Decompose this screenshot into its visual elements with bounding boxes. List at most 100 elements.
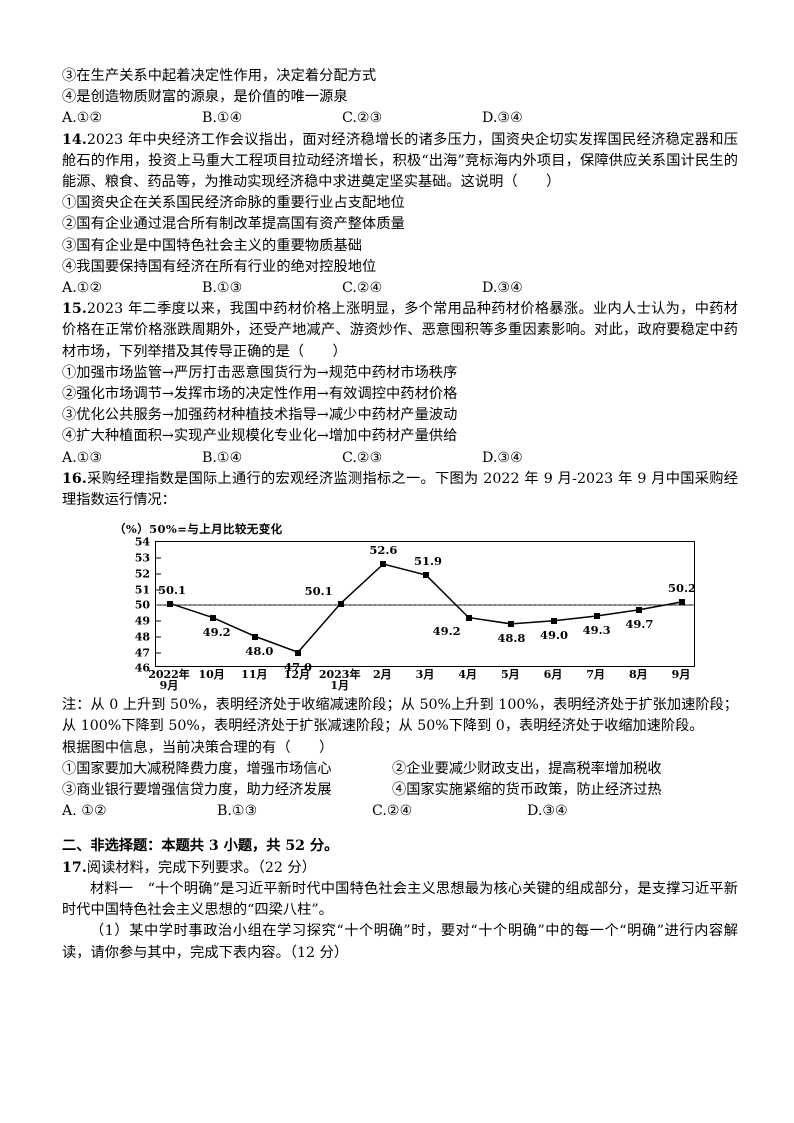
q15-item-2: ②强化市场调节→发挥市场的决定性作用→有效调控中药材价格 — [62, 386, 458, 403]
data-point-marker — [295, 649, 301, 656]
reference-line-50-dashed — [156, 604, 694, 606]
q13-choice-c[interactable]: C.②③ — [342, 110, 383, 127]
data-point-label: 51.9 — [413, 554, 443, 569]
q13-choice-a[interactable]: A.①② — [62, 110, 103, 127]
q14-item-1: ①国资央企在关系国民经济命脉的重要行业占支配地位 — [62, 195, 405, 212]
q13-option-3: ③在生产关系中起着决定性作用，决定着分配方式 — [62, 68, 377, 84]
y-tick-mark-49 — [156, 620, 161, 622]
data-point-label: 49.3 — [582, 623, 611, 638]
q15-stem: 15.2023 年二季度以来，我国中药材价格上涨明显，多个常用品种药材价格暴涨。… — [62, 299, 738, 363]
q16-item-4: ④国家实施紧缩的货币政策，防止经济过热 — [392, 782, 662, 799]
data-point-marker — [679, 599, 685, 606]
q13-choice-b[interactable]: B.①④ — [202, 110, 243, 127]
q16-items-row-1: ①国家要加大减税降费力度，增强市场信心 ②企业要减少财政支出，提高税率增加税收 — [62, 759, 738, 780]
q16-items-row-2: ③商业银行要增强信贷力度，助力经济发展 ④国家实施紧缩的货币政策，防止经济过热 — [62, 780, 738, 801]
q14-number: 14. — [62, 131, 87, 148]
q14-choices: A.①② B.①③ C.②④ D.③④ — [62, 278, 622, 299]
data-point-marker — [337, 600, 344, 607]
q15-stem-text: 2023 年二季度以来，我国中药材价格上涨明显，多个常用品种药材价格暴涨。业内人… — [62, 301, 738, 360]
x-axis-label: 11月 — [241, 668, 268, 682]
q15-item-4: ④扩大种植面积→实现产业规模化专业化→增加中药材产量供给 — [62, 428, 458, 445]
q16-choice-d[interactable]: D.③④ — [527, 803, 568, 820]
q15-choices: A.①③ B.①④ C.②③ D.③④ — [62, 448, 622, 469]
q15-choice-d[interactable]: D.③④ — [482, 449, 523, 466]
x-axis-label: 6月 — [543, 668, 563, 682]
q15-choice-c[interactable]: C.②③ — [342, 449, 383, 466]
data-point-label: 49.2 — [202, 624, 231, 639]
x-axis-label: 5月 — [501, 668, 520, 682]
q15-choice-b[interactable]: B.①④ — [202, 449, 243, 466]
y-tick-label-47: 47 — [134, 646, 150, 660]
q17-material-1: 材料一 “十个明确”是习近平新时代中国特色社会主义思想最为核心关键的组成部分，是… — [62, 880, 738, 919]
y-tick-label-48: 48 — [134, 630, 150, 644]
q14-choice-b[interactable]: B.①③ — [202, 280, 243, 297]
data-point-label: 52.6 — [369, 543, 398, 558]
data-point-label: 50.1 — [157, 582, 187, 597]
x-axis-label: 9月 — [671, 668, 691, 682]
data-point-marker — [167, 600, 173, 607]
y-tick-label-50: 50 — [134, 598, 150, 612]
q15-item-3: ③优化公共服务→加强药材种植技术指导→减少中药材产量波动 — [62, 407, 458, 424]
page-content: ③在生产关系中起着决定性作用，决定着分配方式 ④是创造物质财富的源泉，是价值的唯… — [62, 66, 738, 964]
data-point-label: 48.0 — [245, 643, 274, 658]
y-tick-label-53: 53 — [134, 551, 150, 565]
pmi-line-chart: （%）50%=与上月比较无变化 46 47 48 49 50 51 52 53 54 50.1 49… — [110, 521, 710, 691]
data-point-marker — [593, 613, 600, 620]
x-axis-label: 7月 — [586, 668, 605, 682]
data-point-marker — [209, 614, 216, 621]
y-tick-mark-48 — [156, 636, 161, 638]
data-point-marker — [380, 561, 387, 568]
q14-choice-a[interactable]: A.①② — [62, 280, 103, 297]
q15-choice-a[interactable]: A.①③ — [62, 449, 103, 466]
y-tick-label-51: 51 — [134, 583, 150, 597]
x-axis-label-second-line: 9月 — [159, 679, 179, 693]
y-tick-label-52: 52 — [134, 567, 150, 581]
q16-item-1: ①国家要加大减税降费力度，增强市场信心 — [62, 760, 332, 777]
y-tick-mark-51 — [156, 589, 161, 591]
q16-note: 注：从 0 上升到 50%，表明经济处于收缩减速阶段；从 50%上升到 100%… — [62, 697, 738, 735]
y-tick-label-46: 46 — [134, 661, 150, 675]
q17-title-line: 17.阅读材料，完成下列要求。（22 分） — [62, 858, 738, 879]
x-axis-label: 4月 — [458, 668, 477, 682]
y-tick-label-49: 49 — [134, 614, 150, 628]
q16-item-2: ②企业要减少财政支出，提高税率增加税收 — [392, 760, 662, 777]
q14-item-4: ④我国要保持国有经济在所有行业的绝对控股地位 — [62, 258, 377, 275]
x-axis-label: 2月 — [373, 668, 392, 682]
data-point-marker — [508, 621, 515, 628]
x-axis-label: 2022年 9月 — [148, 668, 190, 693]
q17-number: 17. — [62, 859, 87, 876]
q15-item-1: ①加强市场监管→严厉打击恶意囤货行为→规范中药材市场秩序 — [62, 364, 458, 381]
x-axis-label-second-line: 1月 — [330, 679, 349, 693]
q17-sub-question-1: （1）某中学时事政治小组在学习探究“十个明确”时，要对“十个明确”中的每一个“明… — [62, 923, 738, 961]
q14-item-2: ②国有企业通过混合所有制改革提高国有资产整体质量 — [62, 216, 405, 233]
data-point-marker — [423, 572, 429, 579]
q13-option-4: ④是创造物质财富的源泉，是价值的唯一源泉 — [62, 89, 348, 106]
data-point-label: 50.1 — [304, 583, 333, 598]
q13-choice-d[interactable]: D.③④ — [482, 110, 523, 127]
data-point-label: 50.2 — [667, 581, 697, 596]
q14-choice-d[interactable]: D.③④ — [482, 280, 523, 297]
q16-choice-a[interactable]: A. ①② — [62, 803, 107, 820]
data-point-marker — [551, 618, 557, 625]
x-axis-label: 2023年 1月 — [318, 668, 361, 693]
q16-number: 16. — [62, 470, 87, 487]
x-axis-label: 10月 — [198, 668, 225, 682]
q16-choice-c[interactable]: C.②④ — [372, 803, 413, 820]
q14-stem-text: 2023 年中央经济工作会议指出，面对经济稳增长的诸多压力，国资央企切实发挥国民… — [62, 131, 738, 191]
q16-stem: 16.采购经理指数是国际上通行的宏观经济监测指标之一。下图为 2022 年 9 … — [62, 469, 738, 511]
q17-title: 阅读材料，完成下列要求。（22 分） — [86, 859, 317, 876]
x-axis-label: 3月 — [415, 668, 435, 682]
y-tick-label-54: 54 — [134, 535, 150, 549]
data-point-label: 49.2 — [432, 623, 461, 638]
x-axis-label: 8月 — [629, 668, 648, 682]
section-2-heading: 二、非选择题：本题共 3 小题，共 52 分。 — [62, 838, 339, 855]
data-point-label: 49.7 — [625, 616, 654, 631]
data-point-label: 49.0 — [539, 628, 569, 643]
q14-choice-c[interactable]: C.②④ — [342, 280, 383, 297]
q16-choice-b[interactable]: B.①③ — [217, 803, 258, 820]
x-axis-label: 12月 — [283, 668, 311, 682]
q13-choices: A.①② B.①④ C.②③ D.③④ — [62, 108, 622, 129]
data-point-marker — [252, 633, 259, 640]
q16-choices: A. ①② B.①③ C.②④ D.③④ — [62, 801, 682, 822]
q16-item-3: ③商业银行要增强信贷力度，助力经济发展 — [62, 782, 332, 799]
